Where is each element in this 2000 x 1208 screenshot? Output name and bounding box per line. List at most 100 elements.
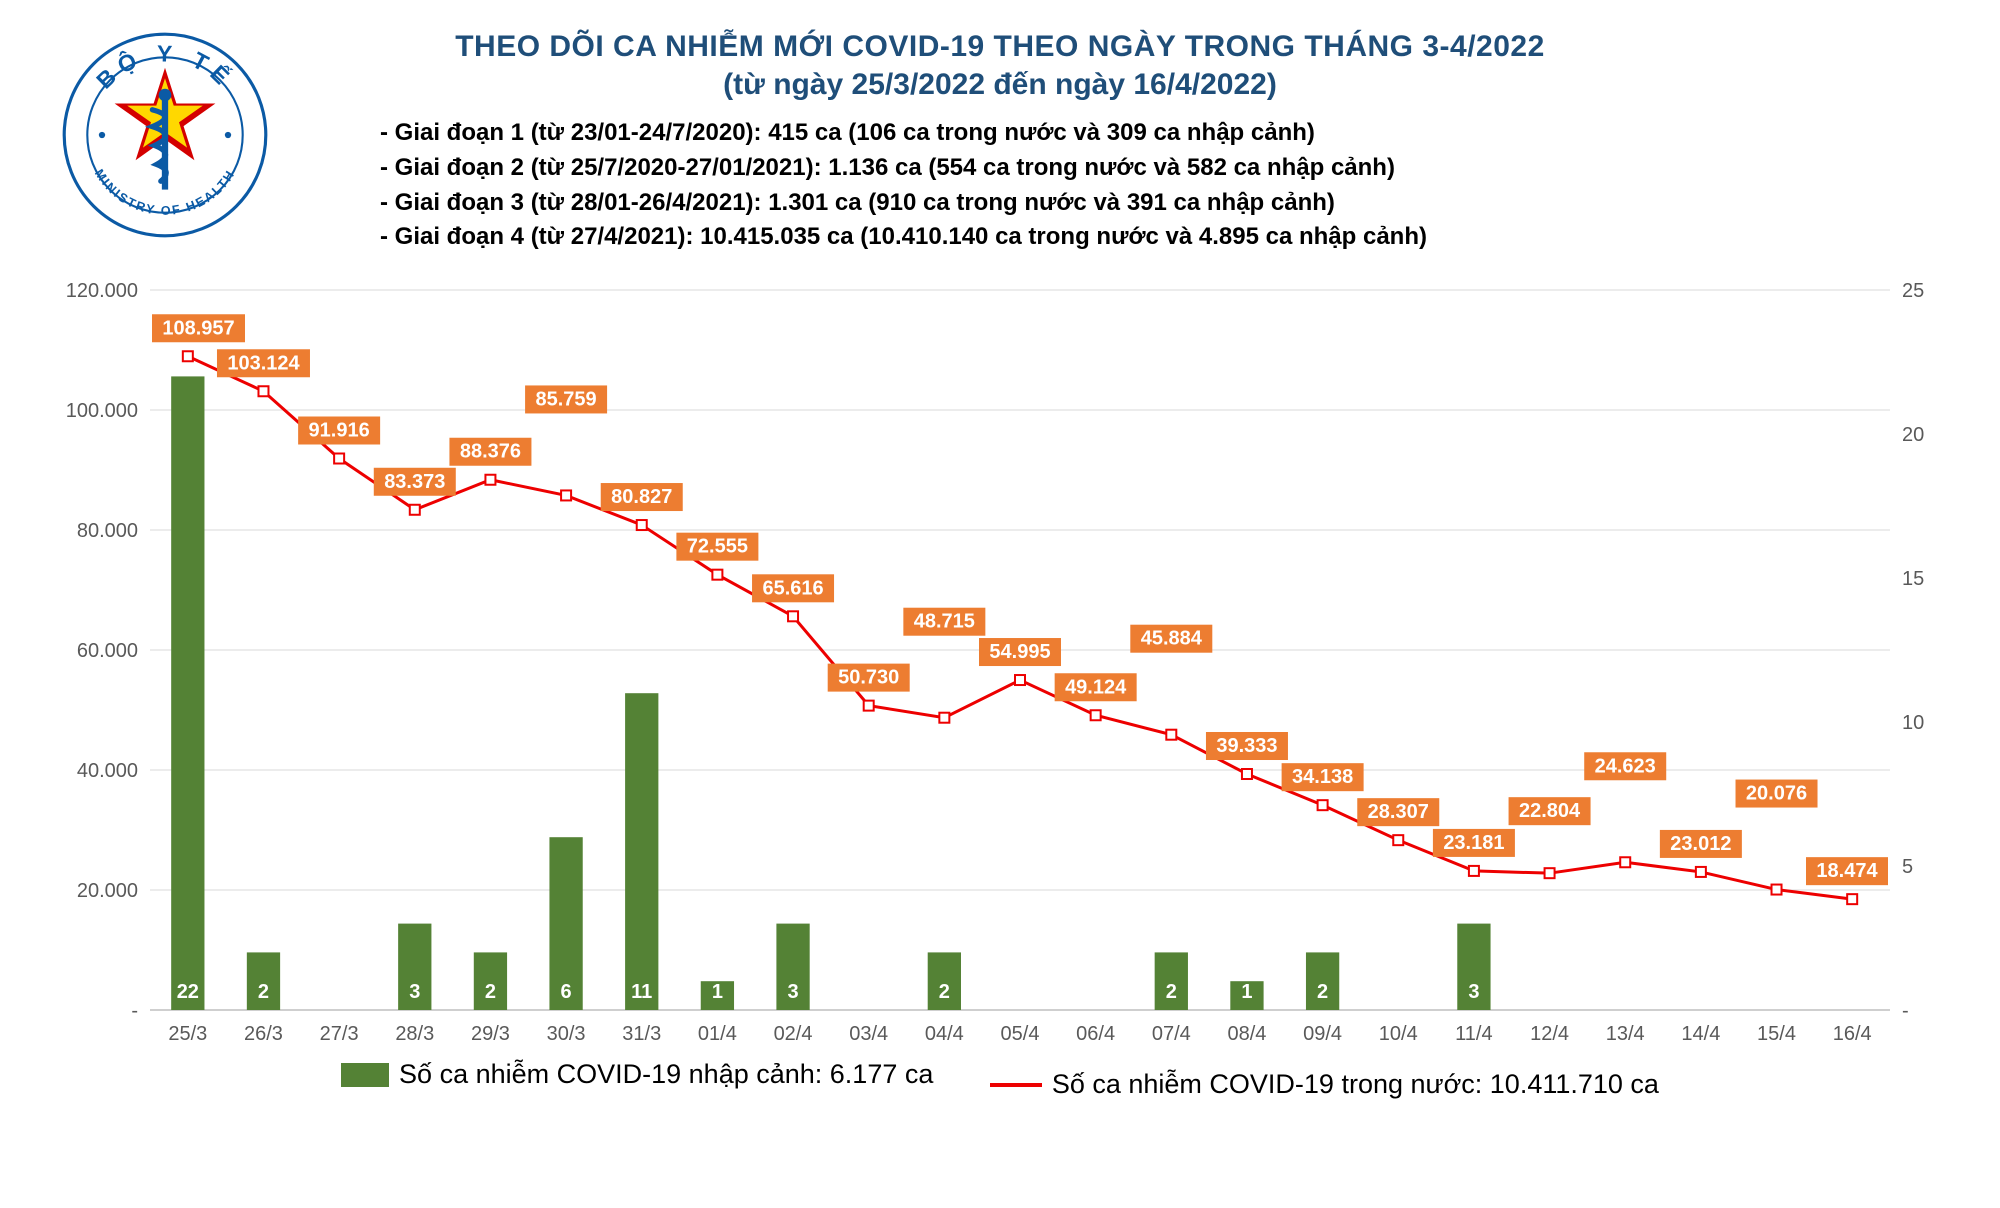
svg-text:04/4: 04/4: [925, 1023, 964, 1045]
svg-text:2: 2: [1166, 981, 1177, 1003]
svg-text:34.138: 34.138: [1292, 766, 1353, 788]
svg-text:80.827: 80.827: [611, 486, 672, 508]
svg-text:20.076: 20.076: [1746, 783, 1807, 805]
svg-text:-: -: [1017, 981, 1024, 1003]
svg-text:22: 22: [177, 981, 199, 1003]
svg-text:23.012: 23.012: [1670, 833, 1731, 855]
chart-svg: -20.00040.00060.00080.000100.000120.000-…: [40, 280, 1960, 1100]
svg-text:25/3: 25/3: [168, 1023, 207, 1045]
svg-text:-: -: [336, 981, 343, 1003]
chart-legend: Số ca nhiễm COVID-19 nhập cảnh: 6.177 ca…: [40, 1059, 1960, 1100]
svg-text:-: -: [1773, 981, 1780, 1003]
svg-text:25: 25: [1902, 280, 1924, 302]
svg-text:31/3: 31/3: [622, 1023, 661, 1045]
svg-text:07/4: 07/4: [1152, 1023, 1191, 1045]
svg-text:12/4: 12/4: [1530, 1023, 1569, 1045]
svg-text:09/4: 09/4: [1303, 1023, 1342, 1045]
svg-text:05/4: 05/4: [1001, 1023, 1040, 1045]
svg-text:3: 3: [409, 981, 420, 1003]
svg-text:18.474: 18.474: [1816, 860, 1878, 882]
chart-title-1: THEO DÕI CA NHIỄM MỚI COVID-19 THEO NGÀY…: [40, 30, 1960, 64]
legend-line: Số ca nhiễm COVID-19 trong nước: 10.411.…: [990, 1069, 1659, 1100]
phase-notes: - Giai đoạn 1 (từ 23/01-24/7/2020): 415 …: [380, 116, 1960, 255]
svg-text:16/4: 16/4: [1833, 1023, 1872, 1045]
svg-text:39.333: 39.333: [1216, 735, 1277, 757]
svg-text:30/3: 30/3: [547, 1023, 586, 1045]
svg-text:06/4: 06/4: [1076, 1023, 1115, 1045]
phase-2: - Giai đoạn 2 (từ 25/7/2020-27/01/2021):…: [380, 151, 1960, 186]
chart-plot: -20.00040.00060.00080.000100.000120.000-…: [40, 280, 1960, 1100]
svg-text:20.000: 20.000: [77, 880, 138, 902]
line-series: [188, 356, 1852, 899]
svg-text:120.000: 120.000: [66, 280, 138, 302]
svg-text:1: 1: [1241, 981, 1252, 1003]
svg-text:11/4: 11/4: [1455, 1023, 1492, 1045]
svg-text:-: -: [1546, 981, 1553, 1003]
svg-text:01/4: 01/4: [698, 1023, 737, 1045]
svg-text:3: 3: [787, 981, 798, 1003]
svg-text:-: -: [1622, 981, 1629, 1003]
svg-text:49.124: 49.124: [1065, 676, 1127, 698]
svg-text:02/4: 02/4: [774, 1023, 813, 1045]
svg-text:10: 10: [1902, 712, 1924, 734]
legend-bar: Số ca nhiễm COVID-19 nhập cảnh: 6.177 ca: [341, 1059, 933, 1090]
svg-text:27/3: 27/3: [320, 1023, 359, 1045]
svg-text:-: -: [1092, 981, 1099, 1003]
svg-text:24.623: 24.623: [1595, 755, 1656, 777]
svg-text:15/4: 15/4: [1757, 1023, 1796, 1045]
bar: [625, 693, 658, 1010]
svg-text:40.000: 40.000: [77, 760, 138, 782]
svg-text:03/4: 03/4: [849, 1023, 888, 1045]
legend-bar-label: Số ca nhiễm COVID-19 nhập cảnh: 6.177 ca: [399, 1059, 933, 1090]
bar: [171, 376, 204, 1010]
chart-title-2: (từ ngày 25/3/2022 đến ngày 16/4/2022): [40, 68, 1960, 102]
svg-text:-: -: [865, 981, 872, 1003]
svg-text:-: -: [131, 1000, 138, 1022]
svg-text:50.730: 50.730: [838, 667, 899, 689]
chart-container: BỘ Y TẾ MINISTRY OF HEALTH THEO DÕI CA N…: [0, 0, 2000, 1208]
svg-text:23.181: 23.181: [1443, 832, 1504, 854]
legend-line-swatch: [990, 1083, 1042, 1087]
svg-text:22.804: 22.804: [1519, 800, 1581, 822]
svg-text:2: 2: [1317, 981, 1328, 1003]
svg-text:83.373: 83.373: [384, 471, 445, 493]
svg-text:65.616: 65.616: [762, 577, 823, 599]
svg-text:60.000: 60.000: [77, 640, 138, 662]
svg-text:54.995: 54.995: [989, 641, 1050, 663]
svg-text:6: 6: [561, 981, 572, 1003]
svg-text:11: 11: [631, 981, 652, 1003]
svg-text:48.715: 48.715: [914, 611, 975, 633]
svg-text:85.759: 85.759: [536, 388, 597, 410]
phase-4: - Giai đoạn 4 (từ 27/4/2021): 10.415.035…: [380, 220, 1960, 255]
svg-text:26/3: 26/3: [244, 1023, 283, 1045]
phase-3: - Giai đoạn 3 (từ 28/01-26/4/2021): 1.30…: [380, 186, 1960, 221]
svg-text:14/4: 14/4: [1681, 1023, 1720, 1045]
svg-text:-: -: [1849, 981, 1856, 1003]
svg-text:-: -: [1902, 1000, 1909, 1022]
svg-text:28/3: 28/3: [395, 1023, 434, 1045]
svg-text:2: 2: [258, 981, 269, 1003]
svg-text:10/4: 10/4: [1379, 1023, 1418, 1045]
svg-text:91.916: 91.916: [309, 420, 370, 442]
svg-text:1: 1: [712, 981, 723, 1003]
svg-text:80.000: 80.000: [77, 520, 138, 542]
svg-text:-: -: [1395, 981, 1402, 1003]
svg-text:2: 2: [485, 981, 496, 1003]
svg-text:29/3: 29/3: [471, 1023, 510, 1045]
svg-text:15: 15: [1902, 568, 1924, 590]
legend-bar-swatch: [341, 1063, 389, 1087]
svg-text:72.555: 72.555: [687, 536, 748, 558]
svg-text:5: 5: [1902, 856, 1913, 878]
svg-text:13/4: 13/4: [1606, 1023, 1645, 1045]
phase-1: - Giai đoạn 1 (từ 23/01-24/7/2020): 415 …: [380, 116, 1960, 151]
legend-line-label: Số ca nhiễm COVID-19 trong nước: 10.411.…: [1052, 1069, 1659, 1100]
svg-text:103.124: 103.124: [227, 352, 300, 374]
svg-text:108.957: 108.957: [162, 317, 234, 339]
ministry-logo: BỘ Y TẾ MINISTRY OF HEALTH: [60, 30, 270, 240]
svg-text:-: -: [1698, 981, 1705, 1003]
svg-text:08/4: 08/4: [1227, 1023, 1266, 1045]
svg-text:88.376: 88.376: [460, 441, 521, 463]
svg-text:3: 3: [1468, 981, 1479, 1003]
svg-text:2: 2: [939, 981, 950, 1003]
svg-text:20: 20: [1902, 424, 1924, 446]
